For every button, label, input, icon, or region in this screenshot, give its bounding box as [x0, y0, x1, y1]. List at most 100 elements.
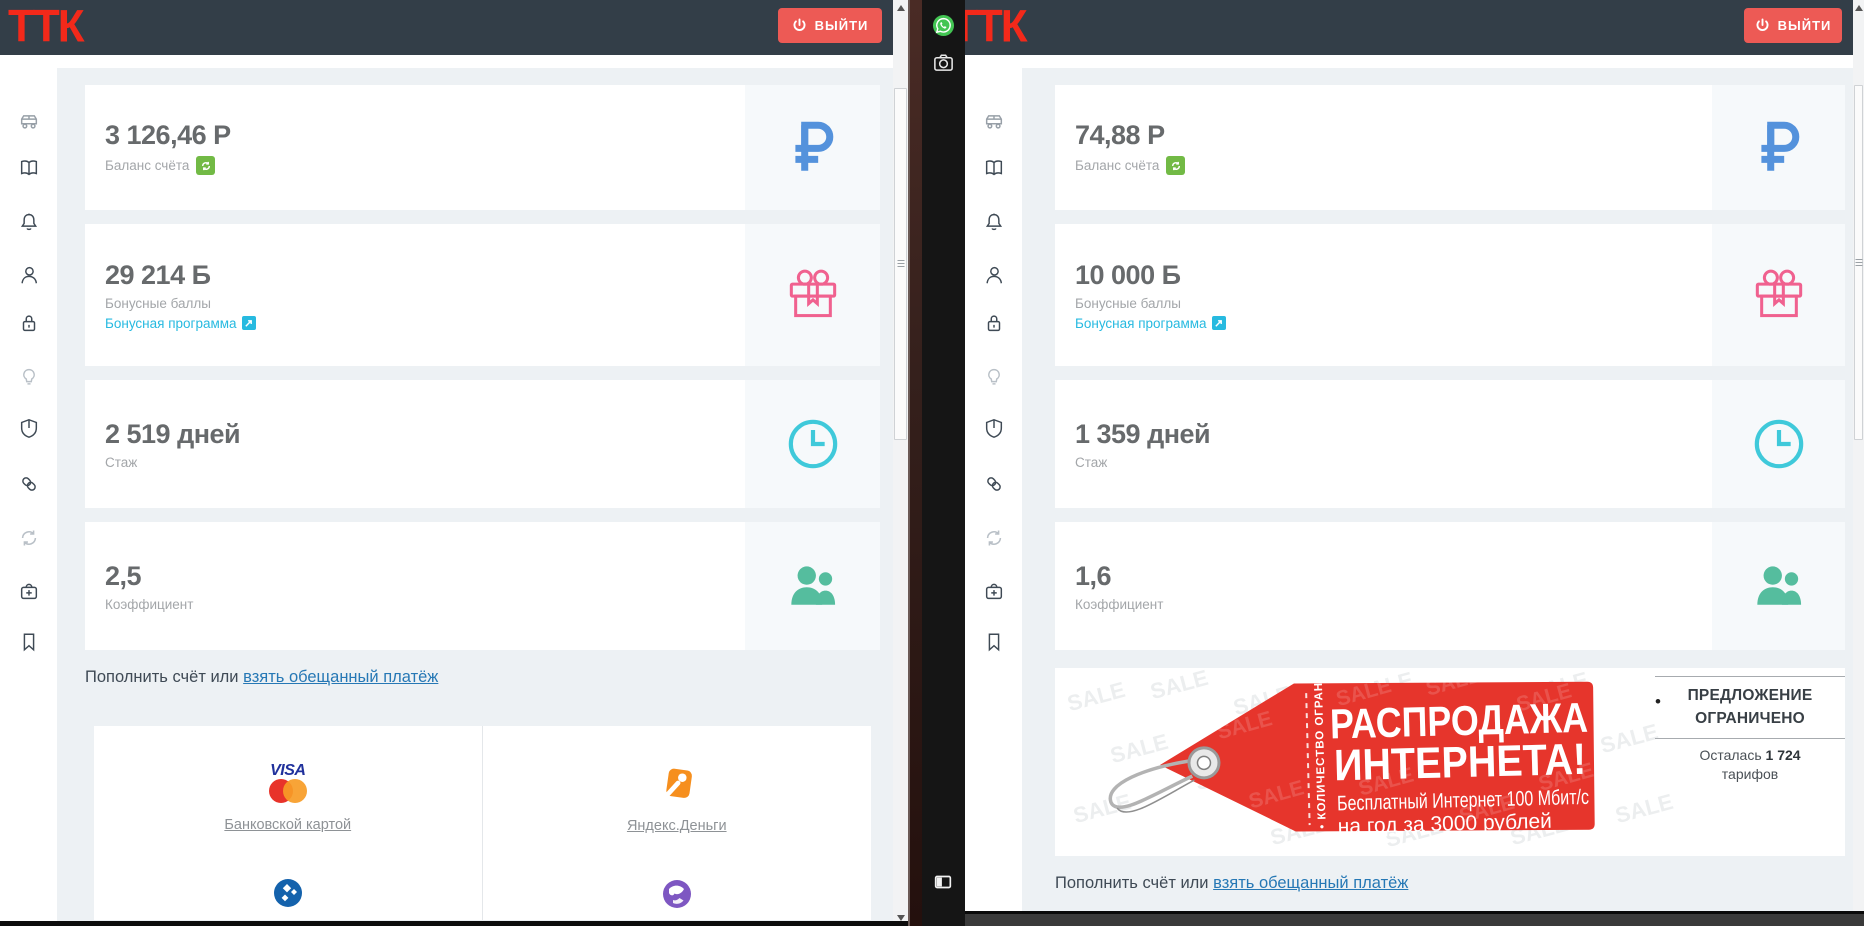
lock-icon[interactable] — [18, 312, 40, 334]
tenure-value: 2 519 дней — [105, 418, 241, 449]
right-window-scrollbar[interactable] — [1853, 0, 1864, 926]
promised-payment-link[interactable]: взять обещанный платёж — [243, 668, 439, 686]
scroll-up-arrow[interactable] — [896, 5, 905, 11]
banner-vertical-text: • КОЛИЧЕСТВО ОГРАНИЧЕНО • — [1311, 676, 1328, 829]
offer-line2: ОГРАНИЧЕНО — [1695, 710, 1805, 727]
book-icon[interactable] — [18, 157, 40, 179]
whatsapp-icon[interactable] — [932, 14, 955, 37]
coefficient-label: Коэффициент — [105, 596, 194, 612]
coefficient-card: 2,5 Коэффициент — [85, 522, 880, 650]
content-top-strip — [1022, 55, 1853, 68]
bonus-program-link[interactable]: Бонусная программа — [105, 316, 256, 331]
topup-text: Пополнить счёт или — [85, 668, 239, 686]
bonus-card: 10 000 Б Бонусные баллы Бонусная програм… — [1055, 224, 1845, 366]
topup-row: Пополнить счёт или взять обещанный платё… — [1055, 874, 1408, 893]
webmoney-icon[interactable] — [272, 877, 304, 909]
car-icon[interactable] — [18, 110, 40, 132]
coefficient-value: 1,6 — [1075, 560, 1112, 591]
dock-strip — [922, 0, 965, 926]
bell-icon[interactable] — [983, 211, 1005, 233]
banner-title-line2: ИНТЕРНЕТА! — [1333, 735, 1586, 791]
balance-label: Баланс счёта — [105, 158, 190, 173]
refresh-icon[interactable] — [983, 527, 1005, 549]
people-icon — [745, 522, 880, 650]
sale-banner[interactable]: SALE SALE SALE SALE SALE SALE SALE SALE … — [1055, 668, 1845, 856]
bell-icon[interactable] — [18, 211, 40, 233]
bonus-label: Бонусные баллы — [1075, 295, 1181, 311]
offer-line1: ПРЕДЛОЖЕНИЕ — [1687, 687, 1813, 704]
pay-bank-card-link[interactable]: Банковской картой — [224, 817, 352, 833]
scroll-down-arrow[interactable] — [896, 915, 905, 921]
lock-icon[interactable] — [983, 312, 1005, 334]
ttk-logo: ТТК — [965, 1, 1028, 52]
bookmark-icon[interactable] — [18, 631, 40, 653]
logout-label: ВЫЙТИ — [1777, 18, 1832, 33]
panel-toggle-icon[interactable] — [932, 871, 955, 894]
tenure-label: Стаж — [1075, 454, 1108, 470]
logout-button[interactable]: ВЫЙТИ — [1744, 8, 1842, 43]
bulb-icon[interactable] — [18, 366, 40, 388]
payments-panel: VISA Банковской картой Яндекс.Деньги — [94, 726, 871, 920]
tenure-card: 1 359 дней Стаж — [1055, 380, 1845, 508]
bonus-value: 29 214 Б — [105, 259, 211, 290]
scroll-up-arrow[interactable] — [1854, 5, 1863, 11]
coefficient-card: 1,6 Коэффициент — [1055, 522, 1845, 650]
ttk-logo: ТТК — [8, 1, 85, 52]
refresh-icon[interactable] — [18, 527, 40, 549]
clock-icon — [745, 380, 880, 508]
shield-icon[interactable] — [983, 417, 1005, 439]
window-right: ТТК ВЫЙТИ 74,88 Р — [965, 0, 1864, 926]
right-sidebar — [965, 55, 1022, 926]
refresh-balance-button[interactable] — [196, 156, 216, 175]
external-link-icon — [1211, 316, 1226, 330]
gift-icon — [1712, 224, 1845, 366]
balance-label: Баланс счёта — [1075, 158, 1160, 173]
pay-method-bank-card: VISA Банковской картой — [94, 726, 483, 920]
scrollbar-thumb[interactable] — [1854, 85, 1863, 440]
remaining-suffix: тарифов — [1721, 766, 1779, 782]
ruble-icon — [1712, 85, 1845, 210]
link-icon[interactable] — [983, 473, 1005, 495]
offer-block: • ПРЕДЛОЖЕНИЕ ОГРАНИЧЕНО Осталась 1 724 … — [1655, 676, 1845, 784]
sale-tag-image: SALE SALE SALE SALE SALE SALE SALE SALE … — [1108, 676, 1596, 838]
left-window-scrollbar[interactable] — [893, 0, 908, 926]
user-icon[interactable] — [18, 264, 40, 286]
remaining-prefix: Осталась — [1699, 747, 1762, 763]
balance-card: 74,88 Р Баланс счёта — [1055, 85, 1845, 210]
balance-value: 74,88 Р — [1075, 120, 1165, 150]
car-icon[interactable] — [983, 110, 1005, 132]
bonus-program-link[interactable]: Бонусная программа — [1075, 316, 1226, 331]
bookmark-icon[interactable] — [983, 631, 1005, 653]
refresh-balance-button[interactable] — [1166, 156, 1186, 175]
logout-button[interactable]: ВЫЙТИ — [778, 8, 882, 43]
user-icon[interactable] — [983, 264, 1005, 286]
globe-pay-icon[interactable] — [661, 878, 693, 910]
coefficient-label: Коэффициент — [1075, 596, 1164, 612]
book-icon[interactable] — [983, 157, 1005, 179]
briefcase-plus-icon[interactable] — [18, 580, 40, 602]
yandex-money-icon — [660, 762, 694, 804]
power-icon — [792, 18, 807, 33]
mastercard-icon — [268, 779, 307, 803]
camera-icon[interactable] — [932, 51, 955, 74]
remaining-value: 1 724 — [1765, 747, 1801, 763]
clock-icon — [1712, 380, 1845, 508]
shield-icon[interactable] — [18, 417, 40, 439]
external-link-icon — [241, 316, 256, 330]
promised-payment-link[interactable]: взять обещанный платёж — [1213, 874, 1409, 892]
left-header: ТТК ВЫЙТИ — [0, 0, 908, 55]
pay-yandex-link[interactable]: Яндекс.Деньги — [626, 818, 727, 834]
balance-card: 3 126,46 Р Баланс счёта — [85, 85, 880, 210]
bulb-icon[interactable] — [983, 366, 1005, 388]
scrollbar-thumb[interactable] — [894, 88, 907, 440]
banner-title-line1: РАСПРОДАЖА — [1329, 694, 1588, 748]
visa-logo: VISA — [270, 762, 306, 779]
bonus-label: Бонусные баллы — [105, 295, 211, 311]
coefficient-value: 2,5 — [105, 560, 142, 591]
ruble-icon — [745, 85, 880, 210]
window-bottom-edge — [965, 911, 1864, 926]
bonus-value: 10 000 Б — [1075, 259, 1181, 290]
briefcase-plus-icon[interactable] — [983, 580, 1005, 602]
link-icon[interactable] — [18, 473, 40, 495]
